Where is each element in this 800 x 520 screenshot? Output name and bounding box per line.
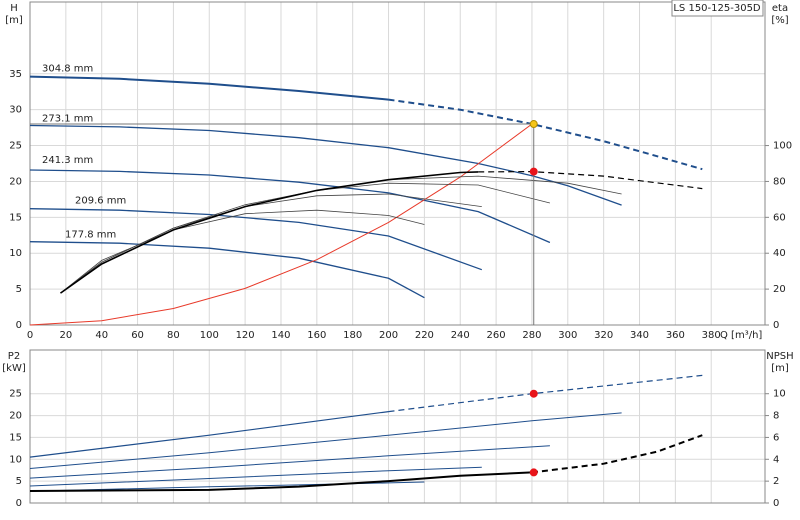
y2-tick-label: 40 xyxy=(773,248,786,259)
operating-point xyxy=(529,120,538,129)
y-tick-label: 5 xyxy=(16,476,22,487)
curve xyxy=(29,124,622,206)
x-tick-label: 180 xyxy=(343,330,362,341)
x-tick-label: 100 xyxy=(200,330,219,341)
x-tick-label: 320 xyxy=(594,330,613,341)
x-tick-label: 300 xyxy=(558,330,577,341)
curve xyxy=(60,182,550,294)
x-tick-label: 80 xyxy=(167,330,180,341)
y-tick-label: 20 xyxy=(9,176,22,187)
y2-axis-label: eta xyxy=(772,3,788,14)
y-axis-label: [kW] xyxy=(2,363,26,374)
x-tick-label: 0 xyxy=(27,330,33,341)
curve xyxy=(60,209,425,294)
x-tick-label: 200 xyxy=(379,330,398,341)
y2-tick-label: 0 xyxy=(773,498,779,509)
curve xyxy=(478,170,703,190)
y-tick-label: 15 xyxy=(9,432,22,443)
title-box xyxy=(671,0,764,17)
y2-tick-label: 0 xyxy=(773,320,779,331)
x-tick-label: 360 xyxy=(666,330,685,341)
plot-frame xyxy=(29,349,766,504)
operating-point xyxy=(529,167,538,176)
y-tick-label: 25 xyxy=(9,389,22,400)
curve-label: 177.8 mm xyxy=(65,230,116,241)
x-tick-label: 140 xyxy=(271,330,290,341)
curve xyxy=(29,412,622,469)
y-axis-label: P2 xyxy=(8,351,20,362)
y2-tick-label: 8 xyxy=(773,411,779,422)
curve xyxy=(29,241,425,299)
curve xyxy=(29,471,533,492)
curve xyxy=(29,411,389,458)
curve xyxy=(388,98,703,171)
y-tick-label: 25 xyxy=(9,141,22,152)
x-tick-label: 260 xyxy=(487,330,506,341)
x-tick-label: 380 xyxy=(702,330,721,341)
x-tick-label: 220 xyxy=(415,330,434,341)
curve xyxy=(29,466,482,487)
x-tick-label: 40 xyxy=(95,330,108,341)
operating-point xyxy=(529,389,538,398)
y2-tick-label: 2 xyxy=(773,476,779,487)
y-axis-label: [m] xyxy=(5,15,23,26)
y2-tick-label: 6 xyxy=(773,432,779,443)
y2-tick-label: 60 xyxy=(773,212,786,223)
curve xyxy=(60,175,622,294)
y-tick-label: 5 xyxy=(16,284,22,295)
y-tick-label: 35 xyxy=(9,69,22,80)
curve-label: 209.6 mm xyxy=(75,196,126,207)
y2-tick-label: 10 xyxy=(773,389,786,400)
y-tick-label: 20 xyxy=(9,411,22,422)
x-tick-label: 160 xyxy=(307,330,326,341)
x-tick-label: 60 xyxy=(131,330,144,341)
curve xyxy=(29,169,551,244)
curve xyxy=(29,445,550,479)
y2-axis-label: [%] xyxy=(771,15,788,26)
y-tick-label: 30 xyxy=(9,105,22,116)
chart-title: LS 150-125-305D xyxy=(673,3,761,14)
y-tick-label: 0 xyxy=(16,320,22,331)
y2-tick-label: 20 xyxy=(773,284,786,295)
y2-axis-label: [m] xyxy=(771,363,789,374)
curve xyxy=(60,171,479,294)
curve-label: 304.8 mm xyxy=(42,64,93,75)
y2-axis-label: NPSH xyxy=(766,351,793,362)
x-tick-label: 340 xyxy=(630,330,649,341)
y2-tick-label: 100 xyxy=(773,141,792,152)
operating-point xyxy=(529,468,538,477)
x-tick-label: 120 xyxy=(236,330,255,341)
curve-label: 241.3 mm xyxy=(42,155,93,166)
x-tick-label: 20 xyxy=(59,330,72,341)
curve xyxy=(29,481,425,492)
y-tick-label: 0 xyxy=(16,498,22,509)
x-axis-label: Q [m³/h] xyxy=(720,330,762,341)
x-tick-label: 280 xyxy=(522,330,541,341)
curve xyxy=(29,208,483,271)
plot-frame xyxy=(29,1,766,326)
y-tick-label: 15 xyxy=(9,212,22,223)
curve xyxy=(29,75,389,101)
y-tick-label: 10 xyxy=(9,454,22,465)
curve xyxy=(531,434,703,474)
x-tick-label: 240 xyxy=(451,330,470,341)
y2-tick-label: 80 xyxy=(773,176,786,187)
y-tick-label: 10 xyxy=(9,248,22,259)
y2-tick-label: 4 xyxy=(773,454,779,465)
curve-label: 273.1 mm xyxy=(42,113,93,124)
y-axis-label: H xyxy=(10,3,18,14)
